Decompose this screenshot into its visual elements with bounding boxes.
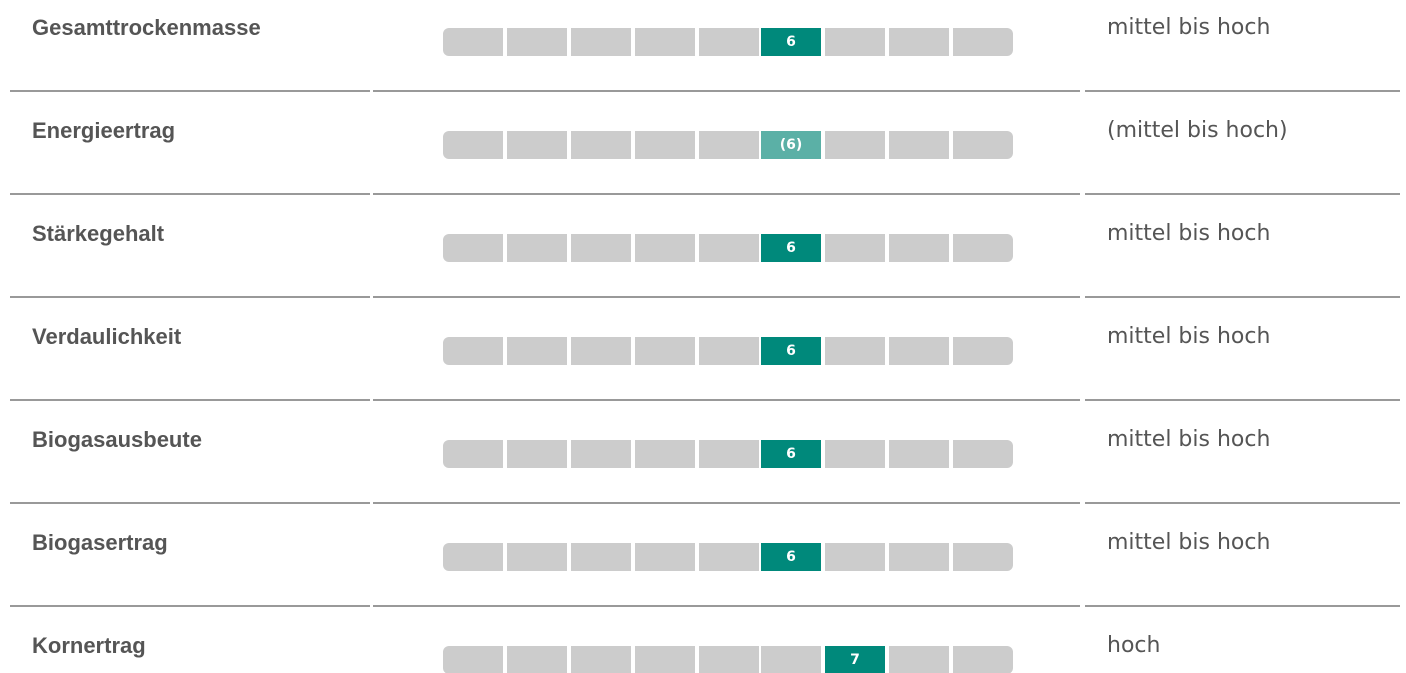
rating-segment (635, 28, 695, 56)
rating-segment (443, 440, 503, 468)
row-divider (1085, 502, 1400, 504)
row-label: Kornertrag (32, 633, 146, 658)
row-divider (10, 399, 370, 401)
row-divider (1085, 399, 1400, 401)
rating-segment (635, 646, 695, 673)
rating-segment (635, 543, 695, 571)
row-label: Biogasausbeute (32, 427, 202, 452)
rating-segment (825, 337, 885, 365)
rating-segment (825, 131, 885, 159)
rating-segment (699, 337, 759, 365)
row-divider (10, 193, 370, 195)
rating-segment (699, 646, 759, 673)
rating-segment (571, 440, 631, 468)
rating-segment (507, 28, 567, 56)
rating-segment (699, 543, 759, 571)
row-divider (1085, 605, 1400, 607)
rating-segment (443, 646, 503, 673)
rating-segment (889, 337, 949, 365)
row-description: mittel bis hoch (1107, 530, 1271, 555)
rating-segment (953, 234, 1013, 262)
rating-segment (507, 646, 567, 673)
rating-segment-active: 6 (761, 234, 821, 262)
rating-segment-active: 6 (761, 337, 821, 365)
row-description: mittel bis hoch (1107, 427, 1271, 452)
rating-segment (635, 131, 695, 159)
rating-segment-active: 6 (761, 543, 821, 571)
row-divider (373, 502, 1080, 504)
rating-segment (825, 543, 885, 571)
rating-segment (953, 440, 1013, 468)
rating-segment (443, 131, 503, 159)
rating-segment (699, 440, 759, 468)
rating-segment (571, 337, 631, 365)
rating-segment (699, 131, 759, 159)
row-description: hoch (1107, 633, 1161, 658)
row-divider (10, 502, 370, 504)
row-label: Biogasertrag (32, 530, 168, 555)
row-label: Stärkegehalt (32, 221, 165, 246)
rating-segment (571, 28, 631, 56)
rating-segment (699, 28, 759, 56)
rating-segment (889, 646, 949, 673)
rating-segment (889, 440, 949, 468)
row-description: (mittel bis hoch) (1107, 118, 1288, 143)
rating-segment (953, 337, 1013, 365)
row-divider (1085, 296, 1400, 298)
rating-segment (953, 28, 1013, 56)
row-label: Gesamttrockenmasse (32, 15, 261, 40)
rating-segment (889, 234, 949, 262)
row-divider (373, 90, 1080, 92)
rating-segment (889, 28, 949, 56)
row-divider (1085, 90, 1400, 92)
rating-segment (825, 234, 885, 262)
rating-segment-active: 6 (761, 440, 821, 468)
rating-segment-active: (6) (761, 131, 821, 159)
rating-segment (507, 337, 567, 365)
rating-segment (953, 646, 1013, 673)
row-divider (10, 90, 370, 92)
row-label: Energieertrag (32, 118, 176, 143)
row-description: mittel bis hoch (1107, 324, 1271, 349)
rating-segment (443, 337, 503, 365)
rating-segment (443, 28, 503, 56)
rating-segment (761, 646, 821, 673)
row-label: Verdaulichkeit (32, 324, 182, 349)
row-divider (373, 399, 1080, 401)
rating-segment (825, 28, 885, 56)
row-divider (373, 605, 1080, 607)
rating-segment-active: 6 (761, 28, 821, 56)
row-divider (10, 605, 370, 607)
rating-segment-active: 7 (825, 646, 885, 673)
row-description: mittel bis hoch (1107, 221, 1271, 246)
rating-segment (443, 234, 503, 262)
row-divider (1085, 193, 1400, 195)
rating-segment (825, 440, 885, 468)
rating-segment (571, 646, 631, 673)
rating-segment (571, 234, 631, 262)
rating-segment (507, 234, 567, 262)
rating-segment (507, 543, 567, 571)
rating-segment (953, 131, 1013, 159)
rating-segment (443, 543, 503, 571)
rating-segment (699, 234, 759, 262)
rating-segment (635, 234, 695, 262)
rating-segment (953, 543, 1013, 571)
rating-segment (635, 440, 695, 468)
rating-segment (889, 543, 949, 571)
rating-segment (507, 440, 567, 468)
rating-segment (889, 131, 949, 159)
rating-segment (507, 131, 567, 159)
row-description: mittel bis hoch (1107, 15, 1271, 40)
row-divider (373, 193, 1080, 195)
rating-segment (571, 131, 631, 159)
rating-segment (571, 543, 631, 571)
rating-segment (635, 337, 695, 365)
row-divider (373, 296, 1080, 298)
row-divider (10, 296, 370, 298)
